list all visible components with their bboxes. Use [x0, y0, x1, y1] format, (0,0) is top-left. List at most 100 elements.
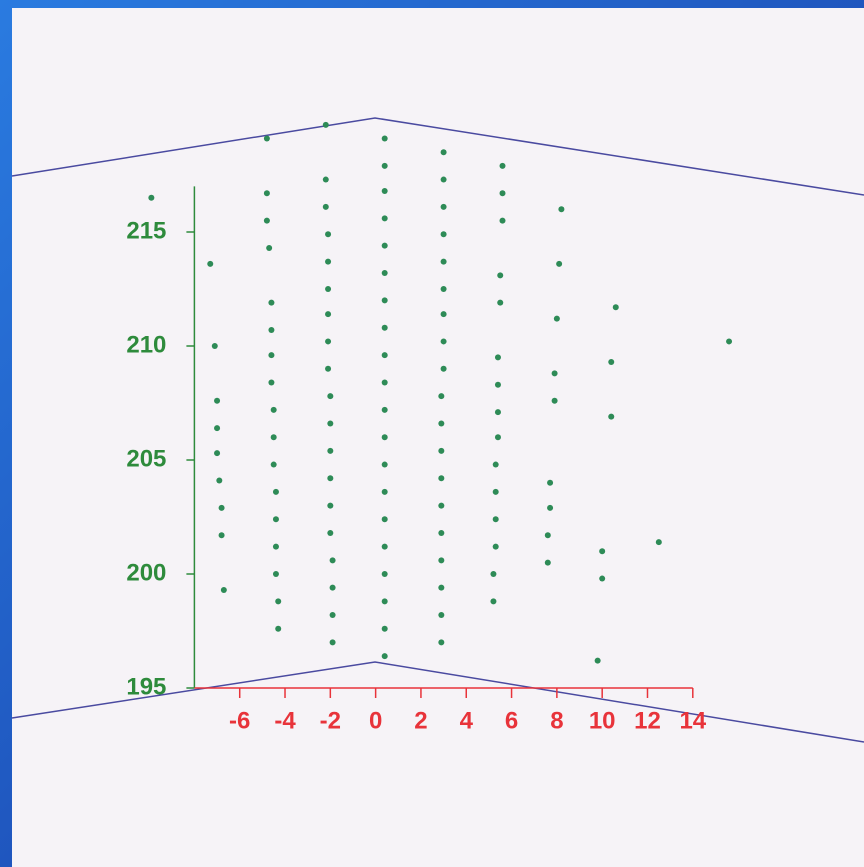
point [322, 203, 329, 210]
plane-edge [11, 661, 864, 743]
x-tick-label: 12 [634, 707, 661, 734]
point [381, 297, 388, 304]
point [381, 516, 388, 523]
point [494, 354, 501, 361]
point [214, 450, 221, 457]
point [207, 260, 214, 267]
point [497, 299, 504, 306]
point [381, 135, 388, 142]
point [329, 639, 336, 646]
point [438, 557, 445, 564]
point [381, 625, 388, 632]
point [544, 532, 551, 539]
point [438, 529, 445, 536]
point [325, 231, 332, 238]
point [492, 461, 499, 468]
point [327, 529, 334, 536]
point [551, 397, 558, 404]
point [438, 475, 445, 482]
x-tick-label: -6 [229, 707, 250, 734]
point [329, 584, 336, 591]
point [440, 203, 447, 210]
point [266, 244, 273, 251]
point [327, 502, 334, 509]
point [553, 315, 560, 322]
y-tick-label: 210 [126, 331, 166, 358]
point [440, 258, 447, 265]
point [547, 504, 554, 511]
point [594, 657, 601, 664]
point [381, 270, 388, 277]
point [327, 393, 334, 400]
point [381, 488, 388, 495]
point [270, 434, 277, 441]
point [381, 434, 388, 441]
point [655, 539, 662, 546]
point [381, 571, 388, 577]
point [381, 324, 388, 331]
point [492, 488, 499, 495]
point [329, 612, 336, 619]
point [440, 338, 447, 345]
point [263, 217, 270, 224]
point [381, 187, 388, 194]
point [263, 135, 270, 142]
point [216, 477, 223, 484]
point [499, 190, 506, 197]
point [599, 548, 606, 555]
point [325, 365, 332, 372]
point [270, 406, 277, 413]
point [608, 413, 615, 420]
point [494, 434, 501, 441]
point [214, 397, 221, 404]
point [499, 162, 506, 169]
point [322, 176, 329, 183]
point [490, 598, 497, 605]
point [547, 479, 554, 486]
point [438, 639, 445, 646]
point [327, 420, 334, 427]
point [381, 352, 388, 359]
point [268, 327, 275, 334]
point [544, 559, 551, 566]
point [438, 447, 445, 454]
point [270, 461, 277, 468]
point [381, 215, 388, 222]
point [440, 286, 447, 292]
point [438, 502, 445, 509]
point [726, 338, 733, 345]
point [272, 571, 279, 577]
point [440, 311, 447, 318]
point [263, 190, 270, 197]
panel [12, 8, 864, 867]
point [490, 571, 497, 577]
point [325, 338, 332, 345]
point [492, 543, 499, 550]
point [211, 343, 218, 349]
point [440, 231, 447, 238]
point [551, 370, 558, 377]
point [438, 420, 445, 427]
point [325, 258, 332, 265]
point [558, 206, 565, 213]
point [272, 516, 279, 523]
point [492, 516, 499, 523]
point [272, 488, 279, 495]
point [272, 543, 279, 550]
x-tick-label: 6 [505, 707, 518, 734]
x-tick-label: 10 [589, 707, 616, 734]
point [599, 575, 606, 582]
point [499, 217, 506, 224]
point [275, 625, 282, 632]
x-tick-label: 0 [369, 707, 382, 734]
point [218, 532, 225, 539]
point [438, 612, 445, 619]
y-tick-label: 195 [126, 673, 166, 700]
x-tick-label: 4 [460, 707, 474, 734]
point [220, 586, 227, 593]
point [329, 557, 336, 564]
point [268, 379, 275, 386]
point [214, 425, 221, 432]
y-tick-label: 205 [126, 445, 166, 472]
